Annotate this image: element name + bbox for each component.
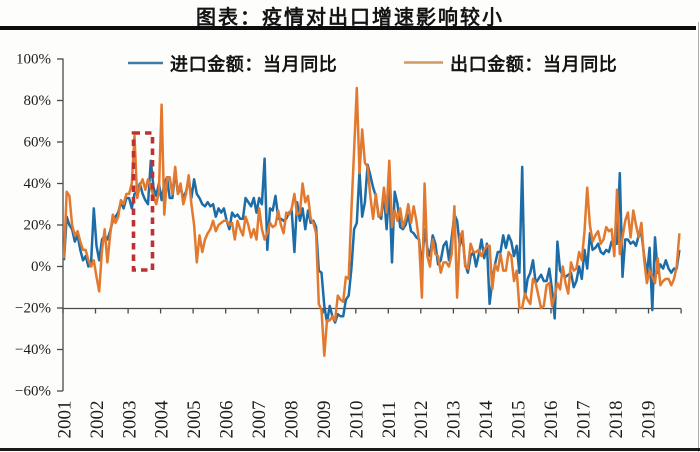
svg-text:2001: 2001 bbox=[54, 401, 75, 439]
svg-text:2010: 2010 bbox=[346, 401, 367, 439]
svg-text:−40%: −40% bbox=[15, 342, 51, 358]
svg-text:0%: 0% bbox=[31, 259, 51, 275]
svg-text:100%: 100% bbox=[16, 52, 51, 68]
svg-text:40%: 40% bbox=[24, 176, 52, 192]
svg-text:2017: 2017 bbox=[573, 401, 594, 439]
svg-text:20%: 20% bbox=[24, 218, 52, 234]
svg-text:2019: 2019 bbox=[638, 401, 659, 439]
svg-text:2012: 2012 bbox=[411, 401, 432, 439]
svg-text:2018: 2018 bbox=[606, 401, 627, 439]
svg-text:60%: 60% bbox=[24, 135, 52, 151]
svg-text:2007: 2007 bbox=[249, 401, 270, 439]
svg-text:2008: 2008 bbox=[282, 401, 303, 439]
svg-text:2013: 2013 bbox=[444, 401, 465, 439]
svg-text:2009: 2009 bbox=[314, 401, 335, 439]
svg-text:2015: 2015 bbox=[509, 401, 530, 439]
svg-text:进口金额：当月同比: 进口金额：当月同比 bbox=[170, 54, 337, 75]
svg-text:2003: 2003 bbox=[119, 401, 140, 439]
svg-text:2016: 2016 bbox=[541, 401, 562, 439]
svg-text:2006: 2006 bbox=[217, 401, 238, 439]
svg-text:−60%: −60% bbox=[15, 384, 51, 400]
svg-text:出口金额：当月同比: 出口金额：当月同比 bbox=[450, 54, 617, 75]
svg-text:2011: 2011 bbox=[379, 401, 400, 438]
svg-text:80%: 80% bbox=[24, 93, 52, 109]
svg-text:−20%: −20% bbox=[15, 301, 51, 317]
svg-text:2005: 2005 bbox=[184, 401, 205, 439]
svg-text:2004: 2004 bbox=[152, 400, 173, 439]
svg-text:2002: 2002 bbox=[87, 401, 108, 439]
svg-text:2014: 2014 bbox=[476, 400, 497, 439]
